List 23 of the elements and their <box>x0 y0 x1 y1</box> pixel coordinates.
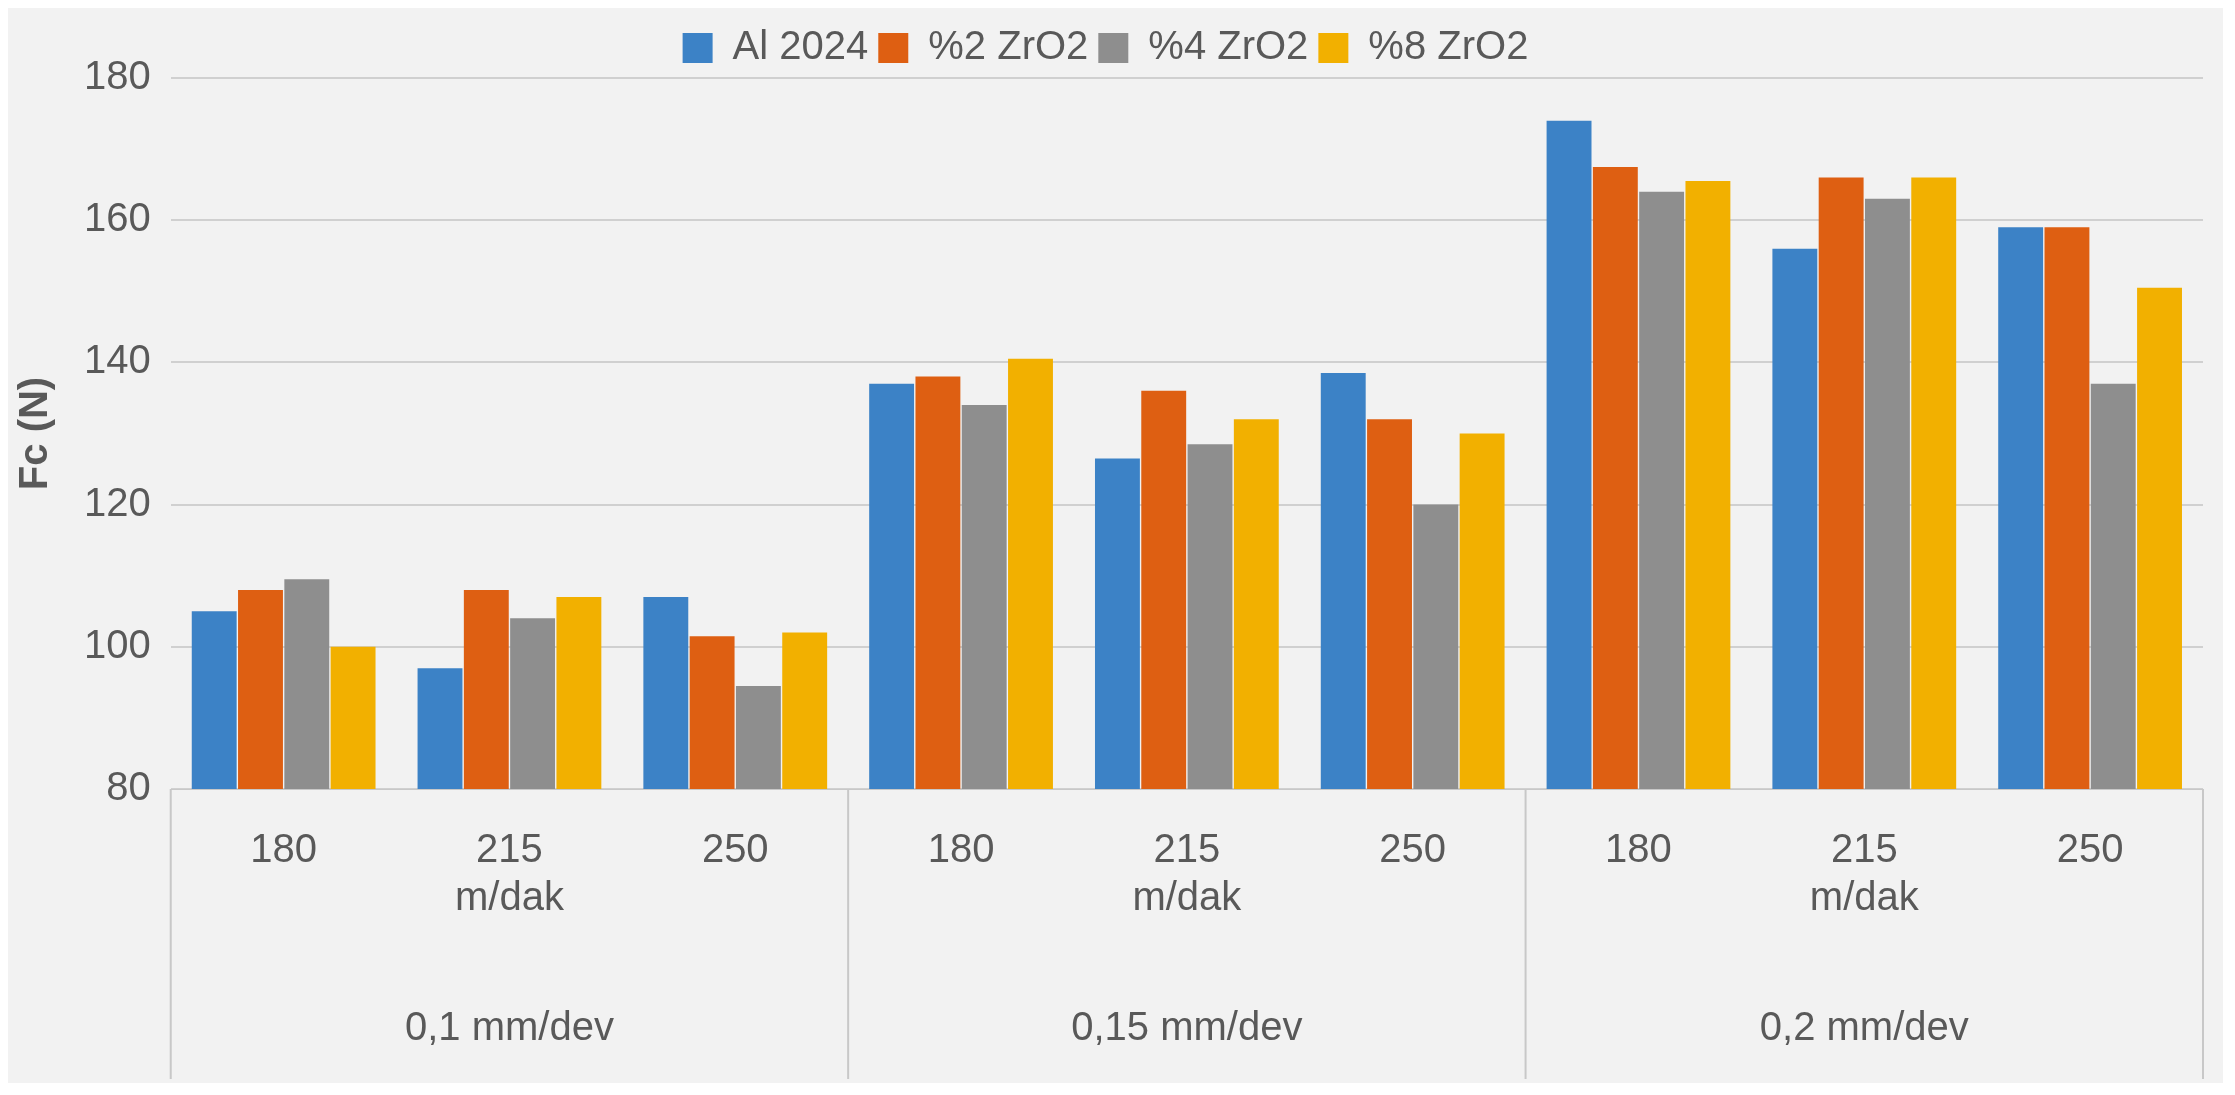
legend-label: Al 2024 <box>732 23 869 68</box>
x-tick-label: 215 m/dak <box>1809 826 1920 919</box>
y-tick-label: 180 <box>83 53 151 98</box>
x-tick-label: 180 <box>250 826 318 871</box>
y-tick-label: 100 <box>83 621 151 666</box>
x-tick-label: 250 <box>2056 826 2124 871</box>
x-tick-label: 250 <box>701 826 769 871</box>
legend-label: %4 ZrO2 <box>1148 23 1309 68</box>
x-tick-label: 180 <box>927 826 995 871</box>
text: 0,15 mm/dev <box>1071 1004 1303 1049</box>
y-tick-label: 140 <box>83 337 151 382</box>
y-tick-label: 80 <box>106 764 151 809</box>
legend-label: %2 ZrO2 <box>928 23 1089 68</box>
text: 0,1 mm/dev <box>404 1004 614 1049</box>
x-tick-label: 250 <box>1379 826 1447 871</box>
text: 0,2 mm/dev <box>1759 1004 1969 1049</box>
y-tick-label: 160 <box>83 195 151 240</box>
y-axis-title: Fc (N) <box>11 376 56 491</box>
y-tick-label: 120 <box>83 479 151 524</box>
x-tick-label: 215 m/dak <box>1132 826 1243 919</box>
x-tick-label: 180 <box>1605 826 1672 871</box>
x-tick-label: 215 m/dak <box>454 826 565 919</box>
legend-label: %8 ZrO2 <box>1368 23 1529 68</box>
